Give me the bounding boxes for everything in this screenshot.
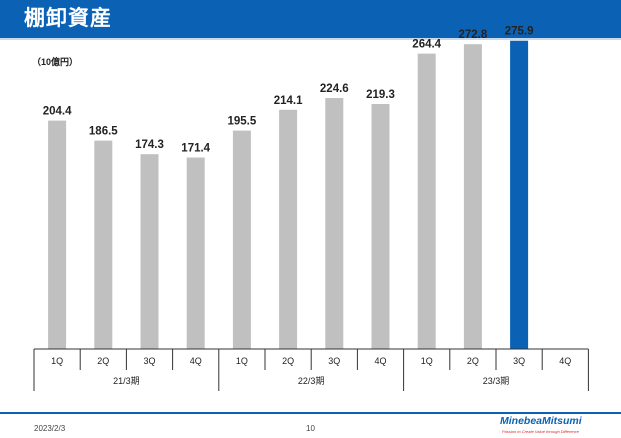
bar-9 [463,44,482,349]
data-label-group: 204.4 186.5 174.3 171.4 195.5 214.1 224.6 219.3… [43,26,534,155]
company-logo: MinebeaMitsumi Passion to Create Value t… [500,414,612,438]
bar-7 [371,104,390,349]
footer-divider [0,412,621,414]
tick-label-1: 2Q [97,356,109,366]
tick-label-8: 1Q [421,356,433,366]
bar-6 [325,98,344,349]
page-number: 10 [306,424,315,433]
data-label-7: 219.3 [366,89,395,101]
title-divider [0,38,621,40]
title-bar: 棚卸資産 [0,0,621,38]
bar-group [48,40,529,349]
bar-0 [48,120,67,349]
bar-2 [140,154,159,349]
data-label-5: 214.1 [274,95,303,107]
tick-label-5: 2Q [282,356,294,366]
tick-label-9: 2Q [467,356,479,366]
tick-label-0: 1Q [51,356,63,366]
bar-1 [94,140,113,349]
bar-8 [417,53,436,349]
unit-label: （10億円） [32,57,79,67]
data-label-8: 264.4 [412,39,441,51]
data-label-2: 174.3 [135,139,164,151]
data-label-6: 224.6 [320,83,349,95]
category-axis: 1Q 2Q 3Q 4Q 1Q 2Q 3Q 4Q 1Q 2Q 3Q 4Q 21/3期 22/3期 23/3期 [33,348,589,391]
data-label-4: 195.5 [228,116,257,128]
footer-date: 2023/2/3 [34,424,66,433]
page-title: 棚卸資産 [24,7,112,30]
bar-4 [232,130,251,349]
logo-tagline: Passion to Create Value through Differen… [502,429,580,434]
data-label-10: 275.9 [505,26,534,38]
bar-3 [186,157,205,349]
bar-5 [279,109,298,349]
group-label-1: 22/3期 [298,376,325,386]
data-label-3: 171.4 [181,143,210,155]
tick-label-11: 4Q [559,356,571,366]
tick-label-4: 1Q [236,356,248,366]
logo-name: MinebeaMitsumi [500,415,582,427]
tick-label-3: 4Q [190,356,202,366]
group-label-0: 21/3期 [113,376,140,386]
tick-label-10: 3Q [513,356,525,366]
data-label-0: 204.4 [43,106,72,118]
tick-label-2: 3Q [143,356,155,366]
data-label-9: 272.8 [459,29,488,41]
tick-label-7: 4Q [374,356,386,366]
tick-label-6: 3Q [328,356,340,366]
data-label-1: 186.5 [89,126,118,138]
group-label-2: 23/3期 [483,376,510,386]
bar-10 [510,40,529,349]
